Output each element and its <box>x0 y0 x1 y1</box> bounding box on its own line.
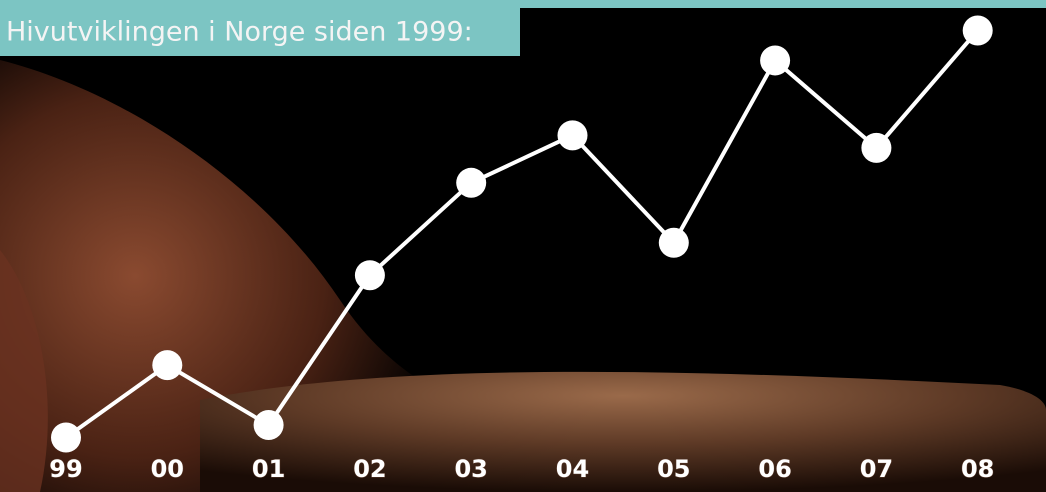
top-strip <box>520 0 1046 8</box>
point <box>963 15 993 45</box>
point <box>861 133 891 163</box>
x-tick-label: 06 <box>758 455 791 483</box>
point <box>254 410 284 440</box>
x-tick-label: 05 <box>657 455 690 483</box>
point <box>558 120 588 150</box>
x-tick-label: 02 <box>353 455 386 483</box>
point <box>456 168 486 198</box>
photo-body <box>200 372 1046 492</box>
point <box>355 260 385 290</box>
point <box>659 228 689 258</box>
point <box>152 350 182 380</box>
x-tick-label: 99 <box>49 455 82 483</box>
point <box>51 423 81 453</box>
x-tick-label: 04 <box>556 455 589 483</box>
x-tick-label: 03 <box>454 455 487 483</box>
point <box>760 45 790 75</box>
x-tick-label: 07 <box>860 455 893 483</box>
x-tick-label: 08 <box>961 455 994 483</box>
chart-title: Hivutviklingen i Norge siden 1999: <box>6 17 473 48</box>
chart: Hivutviklingen i Norge siden 1999: 99 00 0… <box>0 0 1046 492</box>
x-tick-label: 01 <box>252 455 285 483</box>
x-tick-label: 00 <box>151 455 184 483</box>
